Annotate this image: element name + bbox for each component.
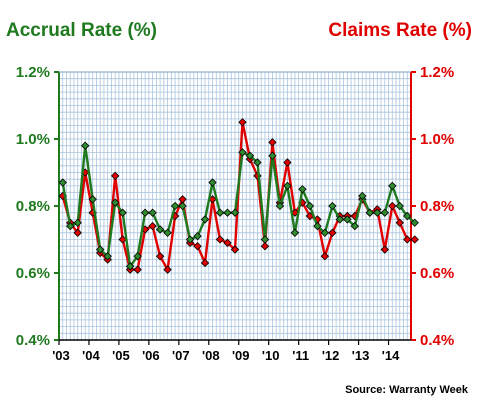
accrual-rate-point xyxy=(133,252,142,261)
accrual-rate-point xyxy=(298,185,307,194)
accrual-rate-point xyxy=(81,141,90,150)
accrual-rate-point xyxy=(125,262,135,271)
accrual-rate-point xyxy=(208,178,217,187)
accrual-rate-point xyxy=(380,208,389,217)
accrual-rate-point xyxy=(275,201,285,211)
accrual-rate-point xyxy=(268,151,277,160)
right-tick-label: 0.4% xyxy=(420,332,454,349)
claims-rate-point xyxy=(380,245,389,254)
accrual-rate-point xyxy=(305,201,315,211)
right-tick-label: 1.2% xyxy=(420,64,454,81)
accrual-rate-point xyxy=(335,215,345,224)
accrual-rate-point xyxy=(155,225,165,234)
accrual-rate-point xyxy=(283,181,292,191)
claims-rate-point xyxy=(215,235,225,244)
accrual-rate-point xyxy=(260,235,270,244)
accrual-rate-point xyxy=(200,215,210,224)
accrual-rate-point xyxy=(365,208,374,217)
x-tick-label: '14 xyxy=(382,348,400,363)
accrual-rate-point xyxy=(193,231,202,241)
accrual-rate-point xyxy=(96,245,105,254)
x-tick-label: '13 xyxy=(352,348,370,363)
claims-rate-point xyxy=(163,265,172,274)
claims-rate-point xyxy=(133,265,142,274)
accrual-rate-point xyxy=(238,148,247,157)
accrual-rate-point xyxy=(66,221,75,231)
right-tick-label: 1.0% xyxy=(420,131,454,148)
accrual-rate-title: Accrual Rate (%) xyxy=(6,20,157,41)
accrual-rate-point xyxy=(358,191,367,201)
claims-rate-point xyxy=(223,238,232,248)
accrual-rate-point xyxy=(350,221,359,231)
accrual-rate-point xyxy=(185,235,195,244)
claims-rate-point xyxy=(395,218,404,227)
left-tick-label: 1.2% xyxy=(16,64,50,81)
accrual-rate-point xyxy=(178,201,187,211)
accrual-rate-point xyxy=(118,208,127,217)
accrual-rate-point xyxy=(388,181,397,191)
accrual-rate-point xyxy=(170,201,180,211)
claims-rate-point xyxy=(238,118,247,127)
accrual-rate-point xyxy=(163,228,172,237)
x-tick-label: '08 xyxy=(202,348,220,363)
accrual-rate-point xyxy=(88,195,97,204)
claims-rate-point xyxy=(193,242,202,251)
source-note: Source: Warranty Week xyxy=(345,384,468,396)
claims-rate-point xyxy=(403,235,412,244)
claims-rate-point xyxy=(73,228,82,237)
claims-rate-point xyxy=(320,252,330,261)
accrual-rate-point xyxy=(230,208,240,217)
accrual-rate-point xyxy=(140,208,150,217)
accrual-rate-point xyxy=(103,252,112,261)
accrual-rate-point xyxy=(328,201,337,211)
claims-rate-point xyxy=(200,258,210,268)
x-tick-label: '07 xyxy=(172,348,190,363)
claims-rate-point xyxy=(230,245,240,254)
claims-rate-point xyxy=(283,158,292,167)
accrual-rate-point xyxy=(223,208,232,217)
left-tick-label: 0.6% xyxy=(16,265,50,282)
accrual-rate-point xyxy=(343,215,352,224)
accrual-rate-point xyxy=(410,218,419,227)
accrual-rate-point xyxy=(403,211,412,221)
accrual-rate-point xyxy=(395,201,404,211)
x-tick-label: '04 xyxy=(82,348,100,363)
claims-rate-point xyxy=(260,242,270,251)
accrual-rate-point xyxy=(253,158,262,167)
accrual-rate-point xyxy=(290,228,300,237)
accrual-rate-point xyxy=(215,208,225,217)
accrual-rate-point xyxy=(373,208,382,217)
claims-rate-point xyxy=(410,235,419,244)
claims-rate-point xyxy=(328,228,337,237)
x-tick-label: '12 xyxy=(322,348,340,363)
claims-rate-title: Claims Rate (%) xyxy=(328,20,472,41)
x-tick-label: '06 xyxy=(142,348,160,363)
accrual-rate-point xyxy=(58,178,67,187)
right-tick-label: 0.8% xyxy=(420,198,454,215)
claims-rate-point xyxy=(155,252,165,261)
accrual-rate-point xyxy=(320,228,330,237)
x-tick-label: '05 xyxy=(112,348,130,363)
accrual-rate-point xyxy=(148,208,157,217)
x-tick-label: '10 xyxy=(262,348,280,363)
left-tick-label: 0.8% xyxy=(16,198,50,215)
left-tick-label: 1.0% xyxy=(16,131,50,148)
accrual-rate-point xyxy=(313,221,322,231)
claims-rate-point xyxy=(148,221,157,231)
claims-rate-point xyxy=(111,171,120,181)
left-tick-label: 0.4% xyxy=(16,332,50,349)
accrual-rate-point xyxy=(73,218,82,227)
accrual-rate-point xyxy=(111,198,120,207)
accrual-rate-point xyxy=(245,151,255,160)
x-tick-label: '03 xyxy=(52,348,70,363)
x-tick-label: '09 xyxy=(232,348,250,363)
claims-rate-point xyxy=(388,201,397,211)
claims-rate-point xyxy=(268,138,277,147)
right-tick-label: 0.6% xyxy=(420,265,454,282)
x-tick-label: '11 xyxy=(292,348,309,363)
